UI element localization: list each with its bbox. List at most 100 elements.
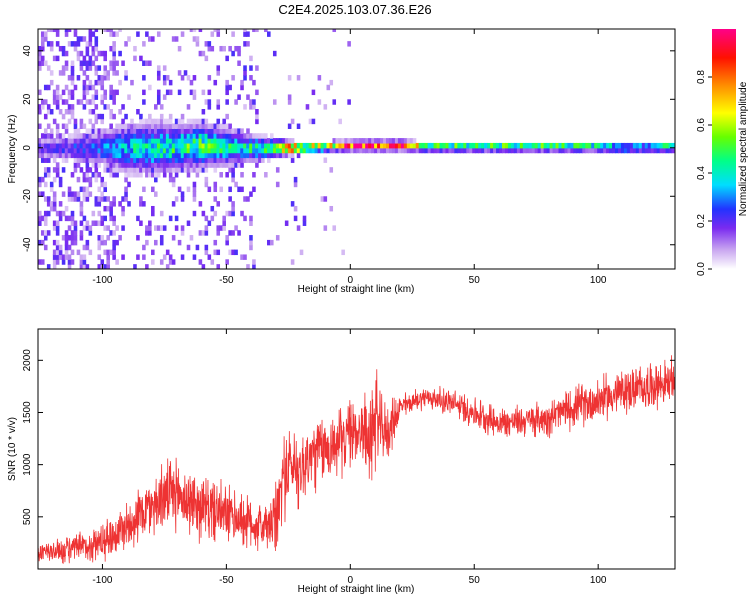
heatmap-cell [85, 84, 90, 91]
heatmap-cell [100, 94, 105, 100]
heatmap-cell [112, 152, 116, 159]
y-tick-label: 20 [22, 93, 33, 105]
heatmap-cell [79, 36, 84, 42]
heatmap-cell [103, 181, 108, 188]
heatmap-cell [198, 259, 203, 265]
heatmap-cell [261, 138, 265, 144]
heatmap-cell [43, 31, 48, 37]
heatmap-cell [61, 89, 66, 96]
heatmap-cell [225, 138, 229, 144]
heatmap-cell [124, 41, 128, 47]
heatmap-cell [186, 172, 191, 178]
heatmap-cell [183, 147, 188, 154]
heatmap-cell [228, 142, 232, 149]
heatmap-cell [165, 89, 170, 96]
heatmap-cell [148, 36, 152, 42]
heatmap-cell [112, 41, 116, 47]
heatmap-cell [290, 138, 295, 144]
snr-frame [37, 328, 676, 570]
heatmap-cell [201, 138, 206, 144]
heatmap-cell [124, 142, 128, 149]
heatmap-cell [115, 138, 119, 144]
heatmap-cell [632, 142, 637, 149]
heatmap-cell [55, 147, 60, 154]
heatmap-cell [64, 157, 69, 163]
heatmap-cell [332, 29, 337, 33]
heatmap-cell [127, 172, 131, 178]
heatmap-cell [243, 138, 247, 144]
heatmap-cell [284, 138, 289, 144]
heatmap-cell [130, 172, 134, 178]
heatmap-cell [106, 104, 110, 110]
y-tick-label: 500 [22, 508, 33, 525]
heatmap-cell [258, 152, 262, 159]
heatmap-cell [478, 147, 482, 154]
heatmap-cell [70, 191, 75, 197]
heatmap-cell [195, 138, 200, 144]
heatmap-cell [162, 133, 167, 139]
heatmap-cell [168, 113, 173, 120]
heatmap-cell [112, 196, 116, 202]
heatmap-cell [79, 157, 84, 163]
heatmap-cell [70, 172, 75, 178]
heatmap-cell [171, 36, 176, 42]
heatmap-cell [133, 123, 137, 129]
heatmap-cell [40, 41, 45, 47]
heatmap-cell [623, 147, 628, 154]
heatmap-cell [76, 50, 81, 57]
heatmap-cell [261, 152, 265, 159]
heatmap-cell [287, 147, 292, 154]
heatmap-cell [40, 157, 45, 163]
heatmap-cell [412, 147, 417, 154]
heatmap-cell [52, 225, 57, 231]
heatmap-cell [249, 138, 253, 144]
heatmap-cell [145, 172, 149, 178]
heatmap-cell [165, 162, 170, 168]
heatmap-cell [115, 157, 119, 163]
heatmap-cell [231, 152, 235, 159]
heatmap-cell [151, 249, 155, 256]
heatmap-cell [299, 142, 304, 149]
heatmap-cell [424, 142, 429, 149]
heatmap-cell [118, 162, 122, 168]
y-tick-label: 1000 [22, 453, 33, 476]
heatmap-cell [174, 147, 179, 154]
heatmap-cell [335, 138, 339, 144]
heatmap-cell [623, 142, 628, 149]
heatmap-cell [344, 147, 348, 154]
heatmap-cell [195, 147, 200, 154]
heatmap-cell [91, 94, 96, 100]
heatmap-cell [103, 133, 108, 139]
heatmap-cell [100, 79, 105, 86]
heatmap-cell [100, 138, 105, 144]
heatmap-cell [136, 123, 140, 129]
heatmap-cell [231, 201, 235, 207]
heatmap-cell [228, 230, 232, 236]
heatmap-cell [400, 147, 405, 154]
heatmap-cell [82, 84, 87, 91]
heatmap-cell [290, 201, 295, 207]
heatmap-cell [109, 60, 113, 66]
heatmap-cell [225, 239, 229, 246]
heatmap-cell [168, 118, 173, 125]
heatmap-cell [112, 162, 116, 168]
heatmap-cell [55, 94, 60, 100]
heatmap-cell [40, 60, 45, 66]
heatmap-cell [296, 225, 301, 231]
heatmap-cell [67, 186, 72, 193]
heatmap-cell [82, 60, 87, 66]
heatmap-cell [510, 142, 515, 149]
heatmap-cell [552, 142, 557, 149]
heatmap-cell [58, 210, 63, 217]
heatmap-cell [148, 113, 152, 120]
heatmap-cell [362, 142, 366, 149]
heatmap-cell [472, 147, 476, 154]
heatmap-cell [507, 142, 512, 149]
heatmap-cell [109, 65, 113, 71]
colorbar-tick-label: 0.4 [696, 166, 707, 180]
heatmap-cell [231, 157, 235, 163]
heatmap-cell [204, 133, 209, 139]
heatmap-cell [237, 133, 241, 139]
heatmap-cell [97, 254, 102, 260]
heatmap-cell [537, 147, 542, 154]
